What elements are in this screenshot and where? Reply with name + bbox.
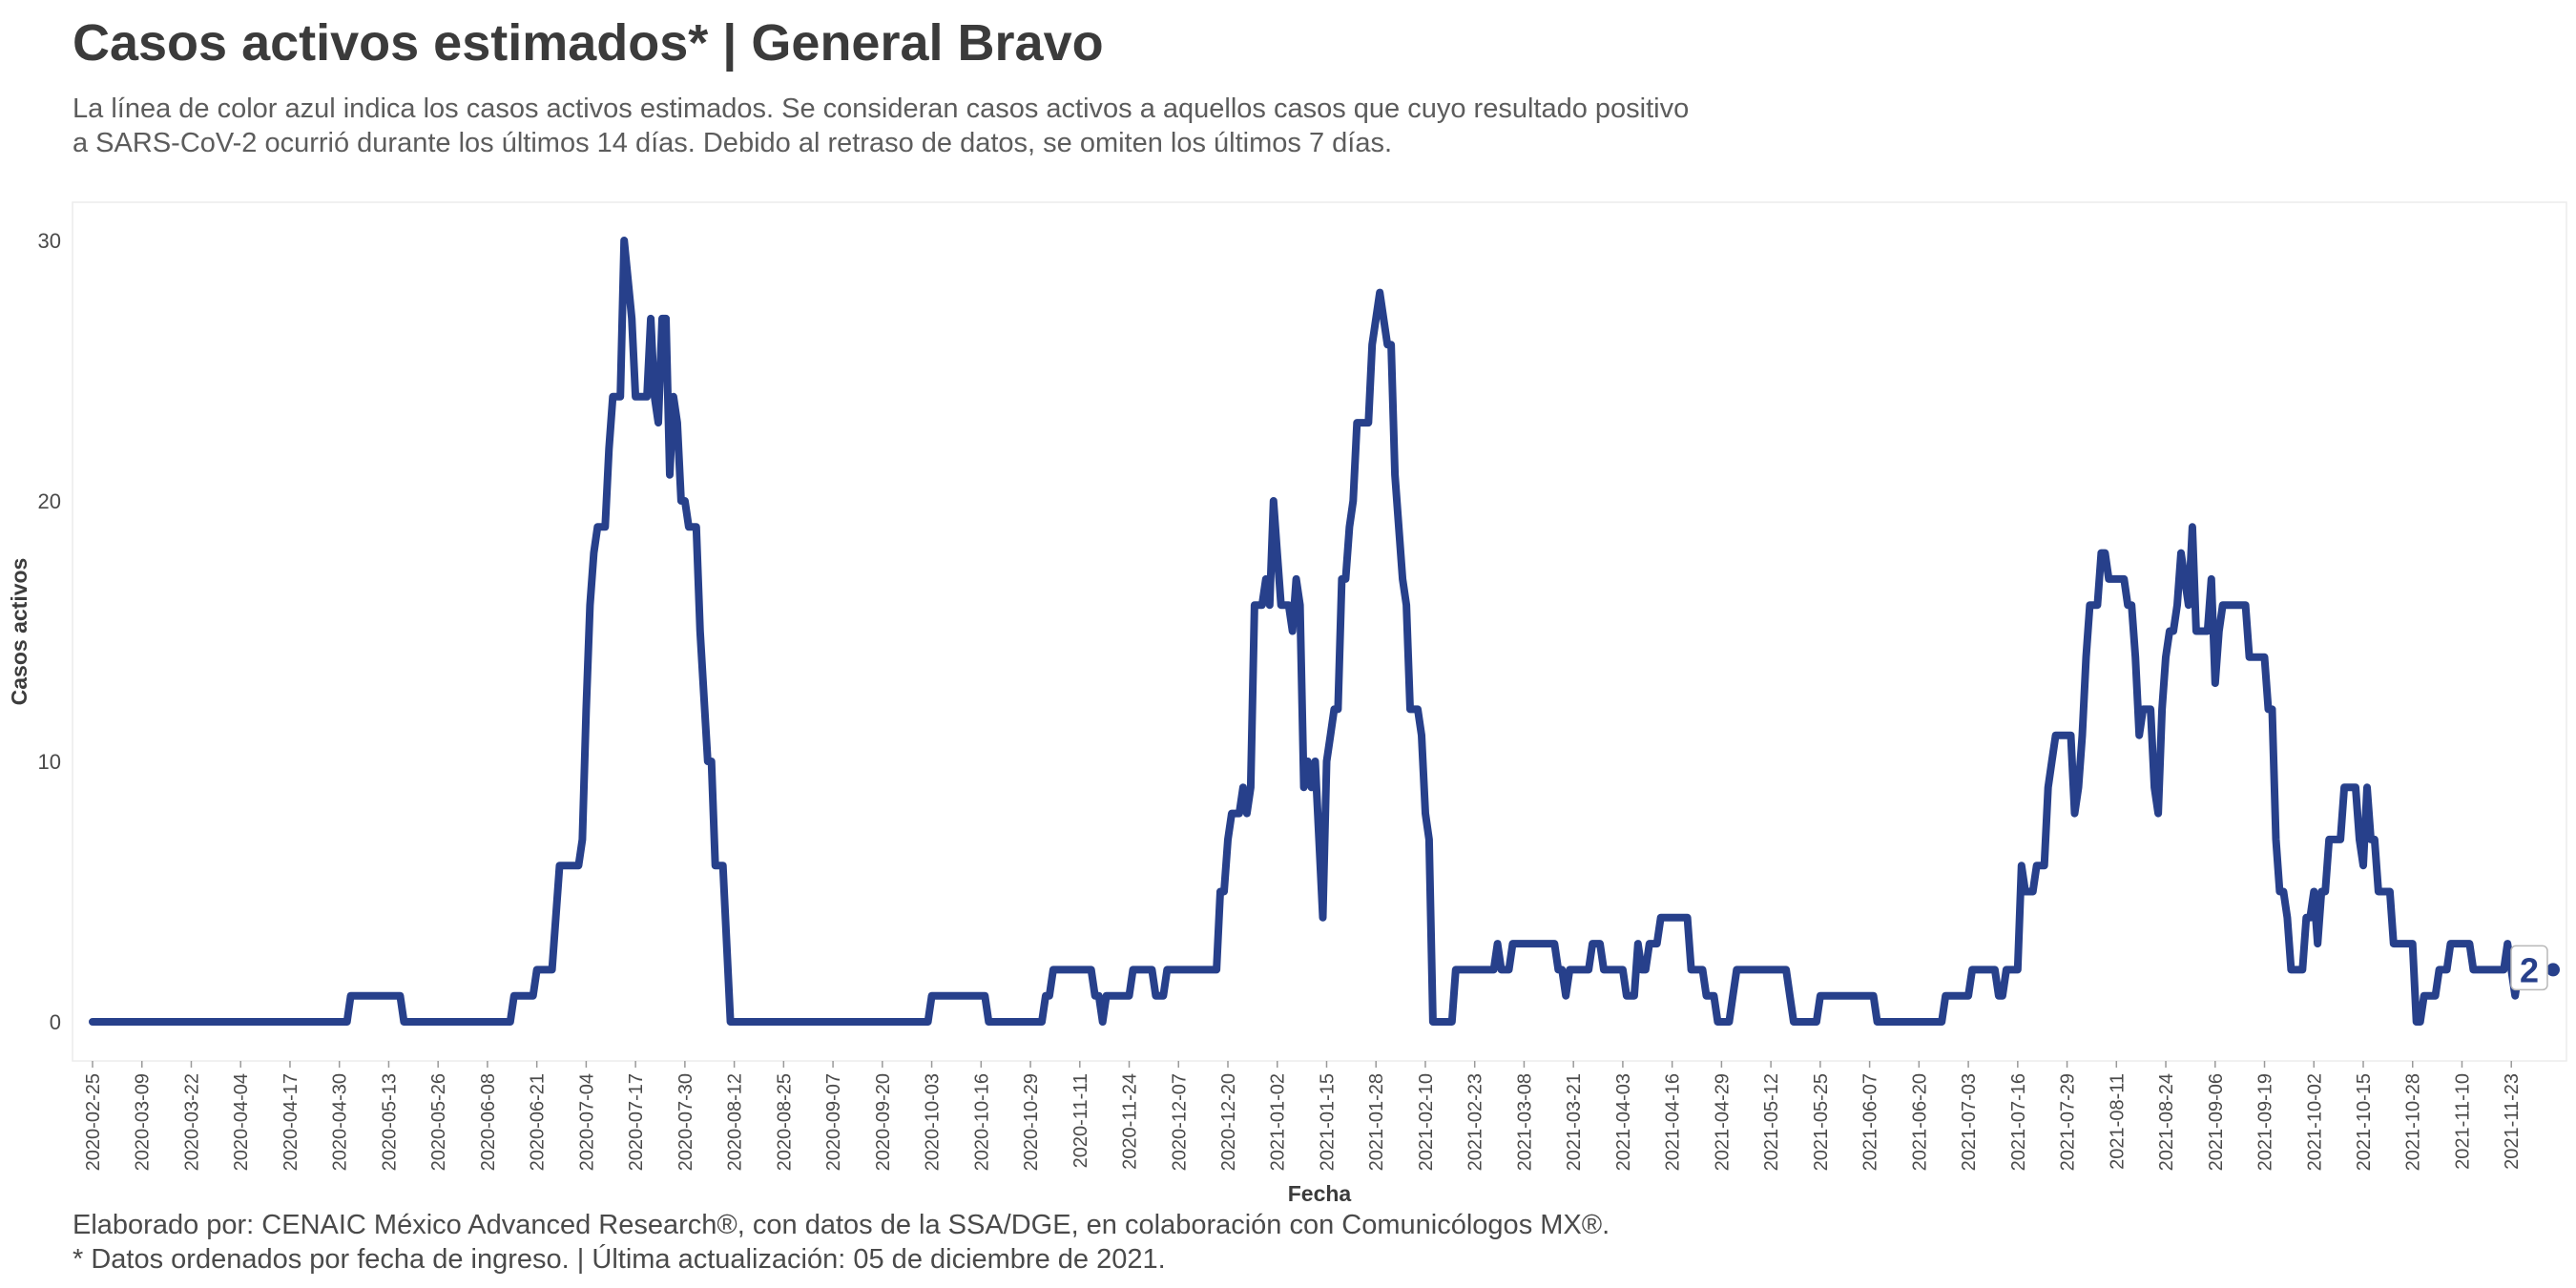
x-tick-label: 2021-03-08 — [1514, 1073, 1535, 1171]
x-tick-label: 2020-07-17 — [626, 1073, 647, 1171]
x-tick-label: 2021-08-24 — [2156, 1073, 2177, 1171]
chart-subtitle: La línea de color azul indica los casos … — [73, 92, 1885, 160]
x-tick-label: 2021-05-25 — [1811, 1073, 1832, 1171]
x-tick-label: 2020-11-24 — [1120, 1073, 1141, 1170]
x-tick-label: 2020-03-09 — [133, 1073, 154, 1171]
caption-line-1: Elaborado por: CENAIC México Advanced Re… — [73, 1210, 1610, 1240]
x-tick-label: 2020-10-16 — [971, 1073, 992, 1171]
x-tick-label: 2020-12-07 — [1169, 1073, 1190, 1171]
y-axis: 0 10 20 30 — [38, 229, 61, 1034]
x-tick-label: 2021-02-23 — [1465, 1073, 1486, 1171]
series-line-casos-activos — [89, 237, 2557, 1026]
x-axis: 2020-02-25 2020-03-09 2020-03-22 2020-04-04… — [83, 1061, 2523, 1171]
x-tick-label: 2020-04-04 — [231, 1073, 252, 1171]
x-tick-label: 2020-06-08 — [478, 1073, 499, 1171]
x-tick-label: 2020-03-22 — [181, 1073, 202, 1171]
x-tick-label: 2020-04-17 — [280, 1073, 301, 1171]
x-tick-label: 2021-01-15 — [1317, 1073, 1338, 1171]
chart-title: Casos activos estimados* | General Bravo — [73, 14, 1104, 72]
y-tick-label: 10 — [38, 750, 61, 774]
x-tick-label: 2020-08-12 — [725, 1073, 746, 1171]
x-tick-label: 2020-04-30 — [330, 1073, 351, 1171]
x-tick-label: 2020-10-03 — [923, 1073, 944, 1171]
x-tick-label: 2021-08-11 — [2107, 1073, 2128, 1170]
x-tick-label: 2020-09-20 — [873, 1073, 894, 1171]
plot-frame — [72, 201, 2567, 1062]
x-tick-label: 2021-06-07 — [1860, 1073, 1881, 1171]
x-tick-label: 2020-12-20 — [1218, 1073, 1239, 1171]
subtitle-line-1: La línea de color azul indica los casos … — [73, 93, 1690, 124]
end-label-box — [2510, 945, 2548, 991]
caption-line-2: * Datos ordenados por fecha de ingreso. … — [73, 1244, 1166, 1275]
y-tick-label: 30 — [38, 229, 61, 253]
x-tick-label: 2021-03-21 — [1564, 1073, 1585, 1171]
x-tick-label: 2021-07-29 — [2058, 1073, 2079, 1171]
x-tick-label: 2021-09-06 — [2206, 1073, 2227, 1171]
x-tick-label: 2021-02-10 — [1416, 1073, 1437, 1171]
x-tick-label: 2020-08-25 — [774, 1073, 795, 1171]
x-tick-label: 2020-09-07 — [823, 1073, 844, 1171]
x-tick-label: 2021-07-03 — [1959, 1073, 1980, 1171]
x-tick-label: 2021-01-28 — [1366, 1073, 1387, 1171]
x-tick-label: 2021-05-12 — [1761, 1073, 1782, 1171]
x-tick-label: 2020-05-13 — [379, 1073, 400, 1171]
x-tick-label: 2021-04-03 — [1613, 1073, 1634, 1171]
x-tick-label: 2021-04-16 — [1663, 1073, 1684, 1171]
y-axis-label: Casos activos — [7, 558, 31, 706]
x-tick-label: 2020-07-30 — [675, 1073, 696, 1171]
x-tick-label: 2020-11-11 — [1070, 1073, 1091, 1168]
x-tick-label: 2020-02-25 — [83, 1073, 104, 1171]
x-tick-label: 2021-10-28 — [2403, 1073, 2424, 1171]
x-tick-label: 2020-10-29 — [1021, 1073, 1042, 1171]
x-tick-label: 2021-07-16 — [2008, 1073, 2029, 1171]
x-tick-label: 2021-11-10 — [2452, 1073, 2473, 1170]
end-point — [2546, 963, 2560, 977]
x-tick-label: 2020-06-21 — [528, 1073, 549, 1171]
x-tick-label: 2020-07-04 — [576, 1073, 597, 1171]
x-tick-label: 2021-09-19 — [2255, 1073, 2276, 1171]
x-tick-label: 2020-05-26 — [428, 1073, 449, 1171]
x-tick-label: 2021-10-15 — [2354, 1073, 2375, 1171]
chart-caption: Elaborado por: CENAIC México Advanced Re… — [73, 1208, 1610, 1277]
end-label-marker: 2 — [2510, 945, 2560, 991]
x-tick-label: 2021-04-29 — [1712, 1073, 1733, 1171]
x-tick-label: 2021-06-20 — [1909, 1073, 1930, 1171]
y-tick-label: 0 — [50, 1010, 61, 1034]
x-tick-label: 2021-10-02 — [2304, 1073, 2325, 1171]
end-label: 2 — [2520, 950, 2539, 989]
y-tick-label: 20 — [38, 489, 61, 513]
x-tick-label: 2021-01-02 — [1268, 1073, 1289, 1171]
x-axis-label: Fecha — [1288, 1181, 1352, 1206]
subtitle-line-2: a SARS-CoV-2 ocurrió durante los últimos… — [73, 128, 1393, 158]
x-tick-label: 2021-11-23 — [2502, 1073, 2523, 1170]
